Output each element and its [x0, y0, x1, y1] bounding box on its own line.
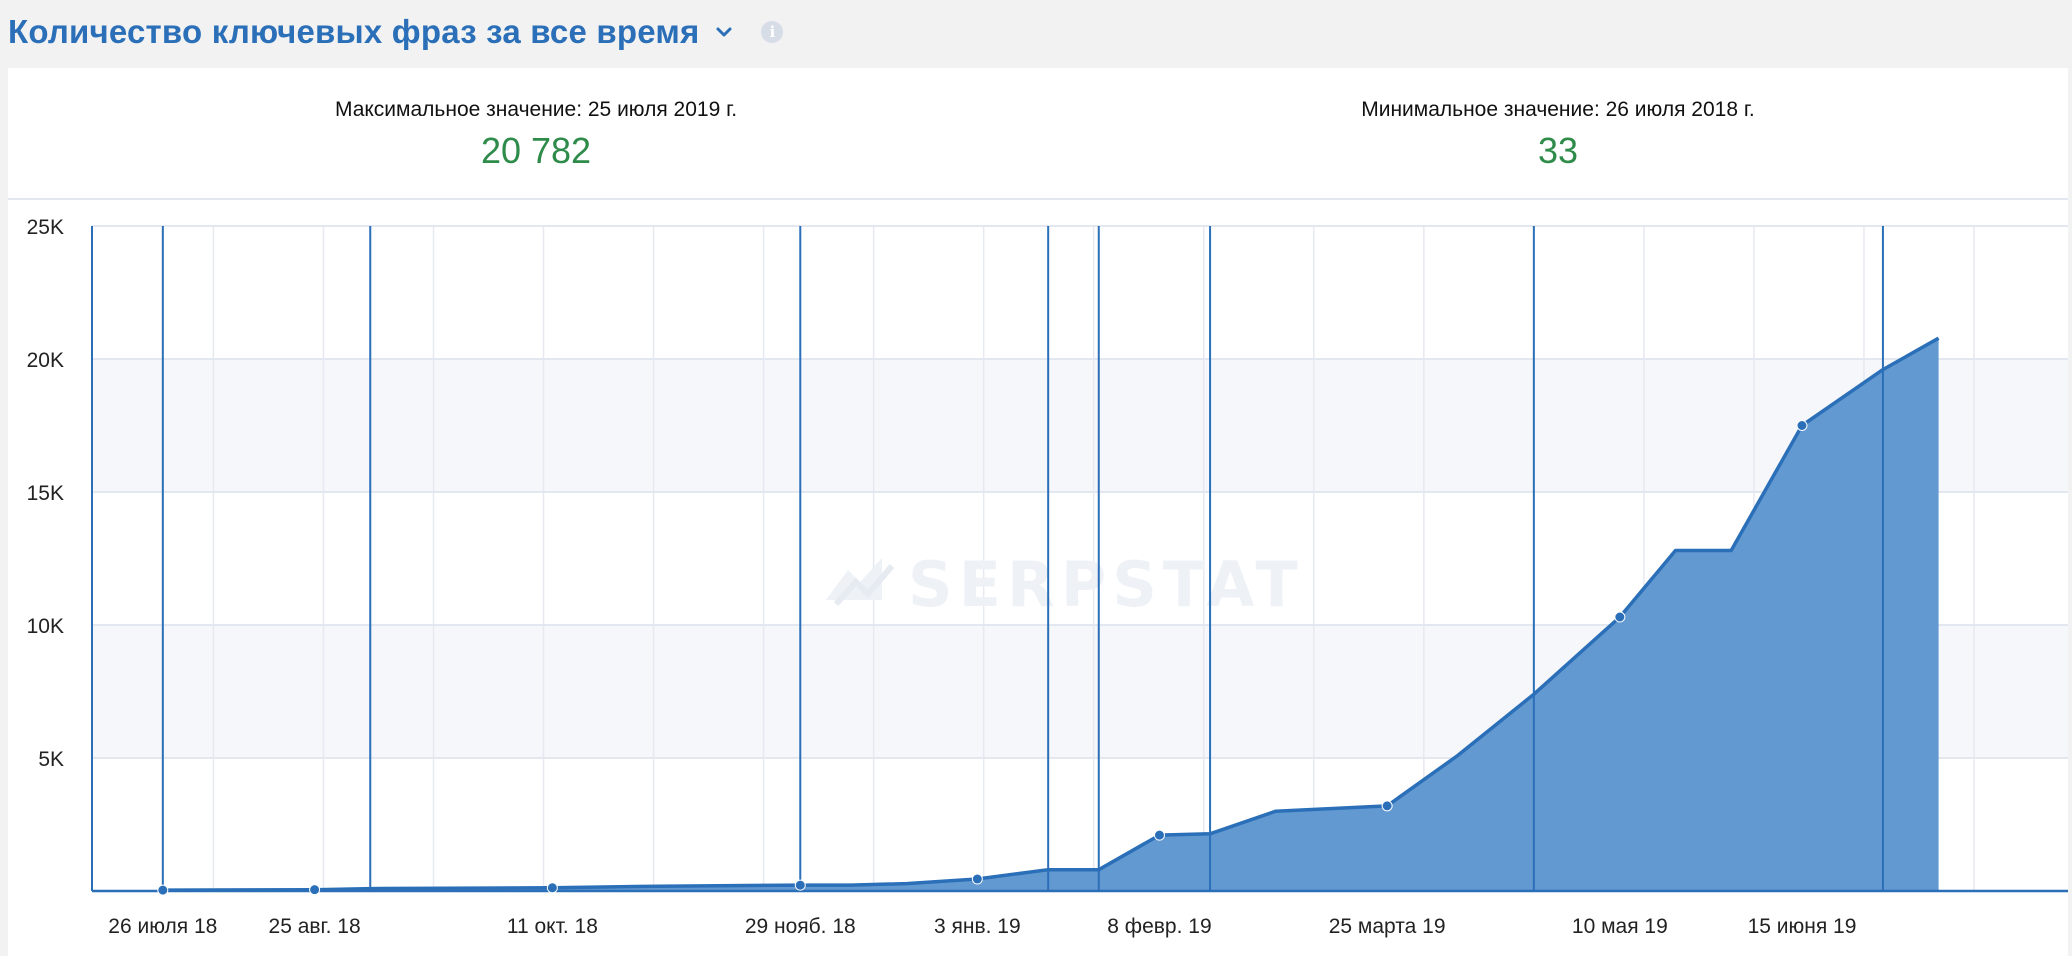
grid-band	[92, 359, 2068, 492]
max-value: 20 782	[480, 130, 592, 171]
x-tick-label: 25 марта 19	[1329, 915, 1446, 938]
data-point	[1614, 611, 1626, 623]
x-tick-label: 25 авг. 18	[269, 915, 361, 938]
min-label: Минимальное значение: 26 июля 2018 г.	[1361, 98, 1755, 121]
widget-header: Количество ключевых фраз за все время i	[8, 8, 784, 56]
y-tick-label: 20K	[27, 349, 64, 372]
data-point	[1796, 420, 1808, 431]
chart-card: Максимальное значение: 25 июля 2019 г. 2…	[8, 68, 2068, 956]
x-tick-label: 15 июня 19	[1748, 915, 1857, 938]
min-stat: Минимальное значение: 26 июля 2018 г. 33	[1208, 98, 1908, 172]
x-tick-label: 26 июля 18	[108, 915, 217, 938]
data-point	[309, 884, 321, 896]
max-label: Максимальное значение: 25 июля 2019 г.	[334, 98, 738, 121]
x-tick-label: 3 янв. 19	[934, 915, 1021, 938]
data-point	[794, 879, 806, 891]
watermark-text: SERPSTAT	[908, 548, 1304, 621]
widget-title: Количество ключевых фраз за все время	[8, 13, 700, 50]
x-tick-label: 8 февр. 19	[1107, 915, 1211, 938]
x-tick-label: 11 окт. 18	[507, 915, 598, 938]
max-stat: Максимальное значение: 25 июля 2019 г. 2…	[186, 98, 886, 172]
x-tick-label: 10 мая 19	[1572, 915, 1668, 938]
y-tick-label: 10K	[27, 615, 64, 638]
data-point	[1381, 800, 1393, 812]
y-tick-label: 25K	[27, 216, 64, 239]
data-point	[157, 884, 169, 896]
data-point	[971, 873, 983, 885]
data-point	[546, 882, 558, 894]
chevron-down-icon[interactable]	[713, 21, 735, 43]
y-tick-label: 5K	[38, 748, 64, 771]
min-value: 33	[1537, 130, 1579, 171]
y-tick-label: 15K	[27, 482, 64, 505]
stats-bar: Максимальное значение: 25 июля 2019 г. 2…	[8, 68, 2068, 200]
data-point	[1153, 829, 1165, 841]
serpstat-watermark: SERPSTAT	[826, 548, 1304, 621]
x-tick-label: 29 нояб. 18	[745, 915, 856, 938]
info-icon[interactable]: i	[761, 21, 784, 43]
keyword-count-chart[interactable]: SERPSTAT 5K 10K 15K 20K 25K 26 июля 18 25 авг…	[8, 68, 2068, 956]
series-area	[162, 338, 1939, 891]
